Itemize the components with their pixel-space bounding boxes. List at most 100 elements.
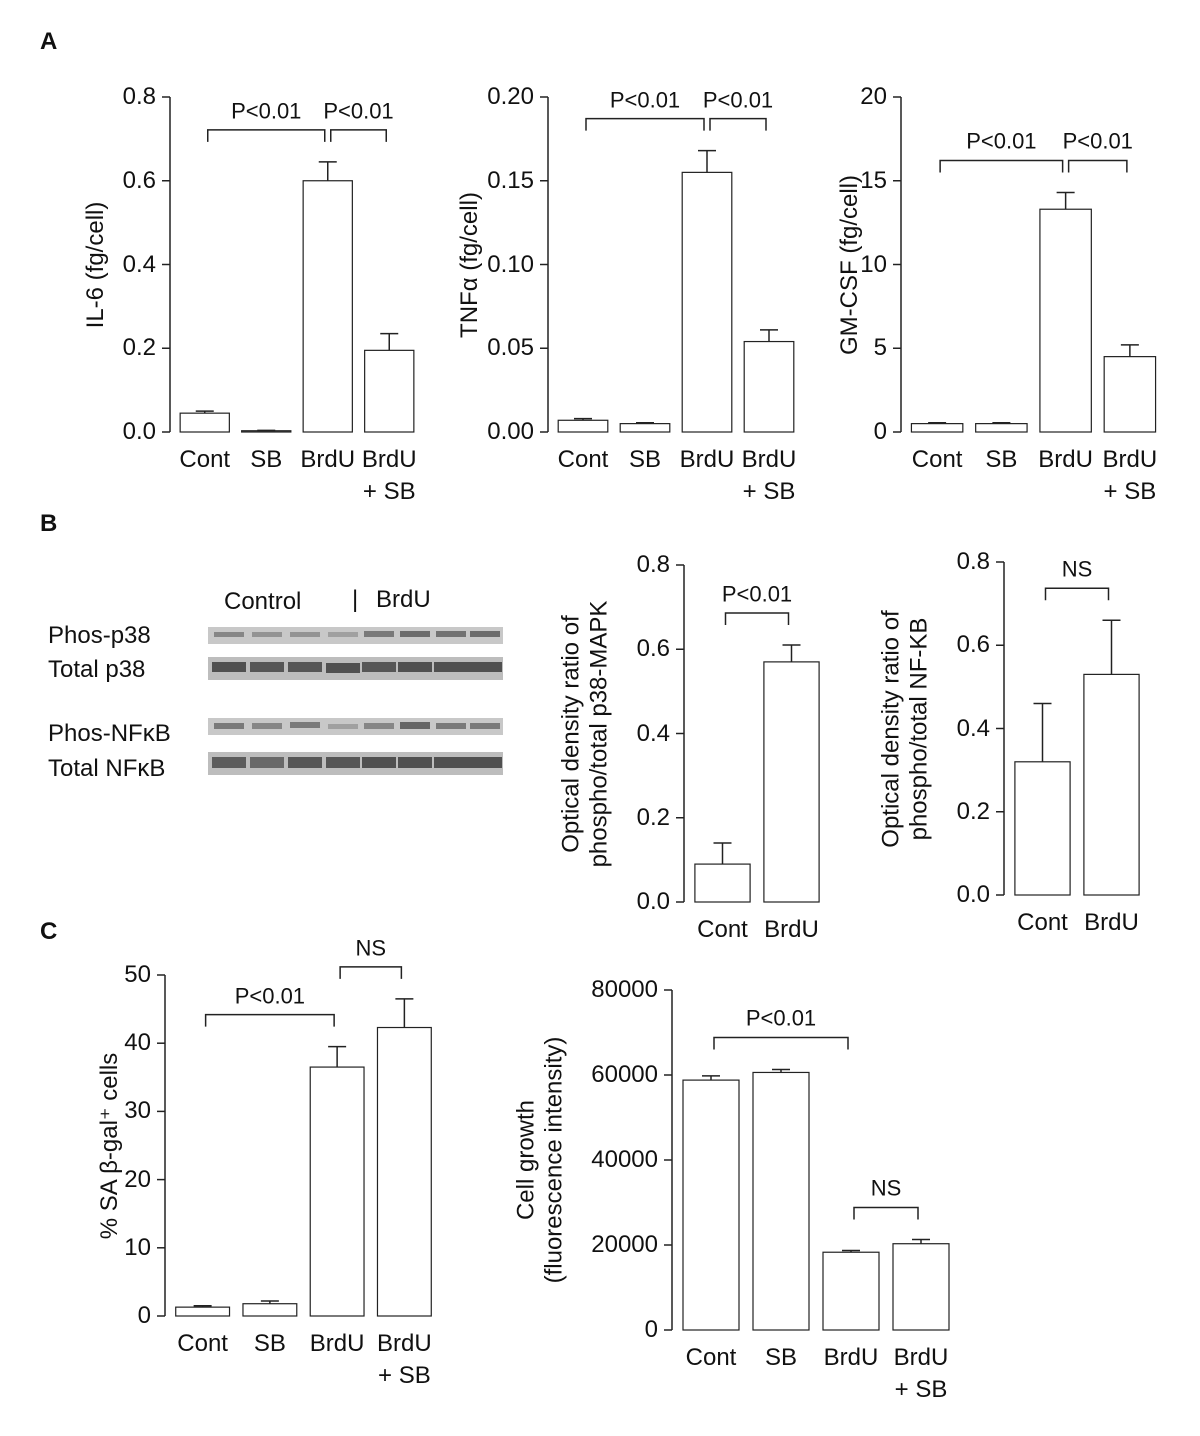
bar: [763, 661, 820, 903]
significance-label: NS: [870, 1175, 902, 1201]
x-tick-label: Cont: [179, 446, 231, 473]
y-tick-label: 0.2: [122, 334, 156, 362]
y-tick-label: 0.8: [636, 550, 670, 578]
y-tick-label: 0.8: [122, 82, 156, 110]
significance-bracket: [585, 117, 705, 131]
blot-row-label: Total p38: [48, 656, 146, 683]
error-bar: [760, 329, 778, 342]
y-tick-label: 60000: [591, 1060, 658, 1088]
y-axis-label: Cell growth (fluorescence intensity): [512, 1036, 567, 1284]
x-tick-label: BrdU: [300, 446, 356, 473]
y-tick-label: 0.8: [956, 547, 990, 575]
error-bar: [912, 1238, 930, 1244]
y-axis-label: TNFα (fg/cell): [456, 191, 484, 338]
y-tick-label: 0.4: [636, 719, 670, 747]
y-tick-label: 5: [873, 334, 887, 362]
x-tick-label: Cont: [685, 1344, 737, 1371]
bar: [681, 171, 733, 433]
y-tick-label: 20: [124, 1165, 151, 1193]
significance-label: P<0.01: [609, 86, 681, 112]
error-bar: [1120, 344, 1139, 357]
x-tick-label: SB: [250, 446, 283, 473]
y-tick-label: 40000: [591, 1145, 658, 1173]
bar: [376, 1026, 432, 1317]
y-tick-label: 20000: [591, 1230, 658, 1258]
x-tick-label: BrdU + SB: [377, 1330, 432, 1390]
y-tick-label: 20: [860, 82, 887, 110]
significance-label: P<0.01: [323, 98, 394, 124]
x-tick-label: BrdU + SB: [893, 1344, 949, 1404]
bar: [619, 423, 671, 433]
error-bar: [928, 422, 947, 424]
error-bar: [698, 149, 716, 173]
significance-label: P<0.01: [1062, 128, 1133, 154]
y-tick-label: 0: [137, 1301, 151, 1329]
y-tick-label: 0.0: [636, 887, 670, 915]
y-axis-label: % SA β-gal⁺ cells: [96, 1052, 124, 1239]
y-tick-label: 0.4: [956, 714, 990, 742]
x-tick-label: Cont: [1017, 909, 1068, 936]
x-tick-label: BrdU: [679, 446, 735, 473]
error-bar: [992, 422, 1011, 424]
blot-group-label: Control: [224, 588, 302, 615]
y-tick-label: 0.0: [122, 417, 156, 445]
western-blot: [208, 627, 503, 775]
bar: [910, 423, 964, 433]
x-tick-label: BrdU: [823, 1344, 879, 1371]
bar: [242, 1303, 298, 1317]
significance-bracket: [713, 1036, 849, 1050]
y-tick-label: 0.6: [122, 166, 156, 194]
bar: [1083, 673, 1140, 896]
error-bar: [328, 1045, 347, 1068]
x-tick-label: BrdU + SB: [1102, 446, 1158, 506]
y-tick-label: 0: [873, 417, 887, 445]
bar: [1014, 761, 1071, 896]
y-axis-label: Optical density ratio of phospho/total N…: [877, 609, 932, 848]
blot-row-label: Phos-p38: [48, 622, 151, 649]
error-bar: [380, 332, 399, 351]
significance-label: P<0.01: [231, 98, 302, 124]
panel-label: A: [40, 28, 58, 55]
bar: [822, 1251, 880, 1331]
y-tick-label: 40: [124, 1028, 151, 1056]
error-bar: [1033, 702, 1052, 762]
bar: [1103, 356, 1157, 433]
x-tick-label: BrdU: [309, 1330, 365, 1357]
bar: [1039, 208, 1092, 433]
x-tick-label: BrdU: [1038, 446, 1093, 473]
x-tick-label: Cont: [557, 446, 609, 473]
y-tick-label: 0.20: [487, 82, 534, 110]
x-tick-label: SB: [253, 1330, 286, 1357]
y-tick-label: 0.15: [487, 166, 534, 194]
error-bar: [772, 1068, 790, 1073]
y-tick-label: 0.6: [636, 635, 670, 663]
significance-bracket: [853, 1206, 919, 1220]
x-tick-label: Cont: [697, 916, 748, 943]
error-bar: [1102, 619, 1121, 675]
error-bar: [782, 644, 801, 662]
y-tick-label: 10: [124, 1233, 151, 1261]
significance-bracket: [709, 117, 767, 131]
error-bar: [1056, 191, 1075, 210]
x-tick-label: SB: [628, 446, 662, 473]
panel-label: B: [40, 510, 58, 537]
error-bar: [702, 1075, 720, 1081]
significance-label: P<0.01: [702, 86, 774, 112]
y-axis-label: IL-6 (fg/cell): [82, 201, 110, 328]
y-tick-label: 0.2: [956, 797, 990, 825]
bar: [694, 863, 751, 903]
blot-group-label: BrdU: [376, 586, 431, 613]
blot-row-label: Phos-NFκB: [48, 720, 171, 747]
significance-bracket: [1044, 587, 1110, 601]
significance-label: P<0.01: [234, 982, 306, 1008]
significance-bracket: [207, 129, 326, 142]
bar: [892, 1243, 950, 1331]
y-tick-label: 0.4: [122, 250, 156, 278]
y-tick-label: 0.2: [636, 803, 670, 831]
x-tick-label: Cont: [177, 1330, 228, 1357]
x-tick-label: Cont: [911, 446, 963, 473]
error-bar: [713, 842, 732, 865]
bar: [975, 423, 1028, 433]
